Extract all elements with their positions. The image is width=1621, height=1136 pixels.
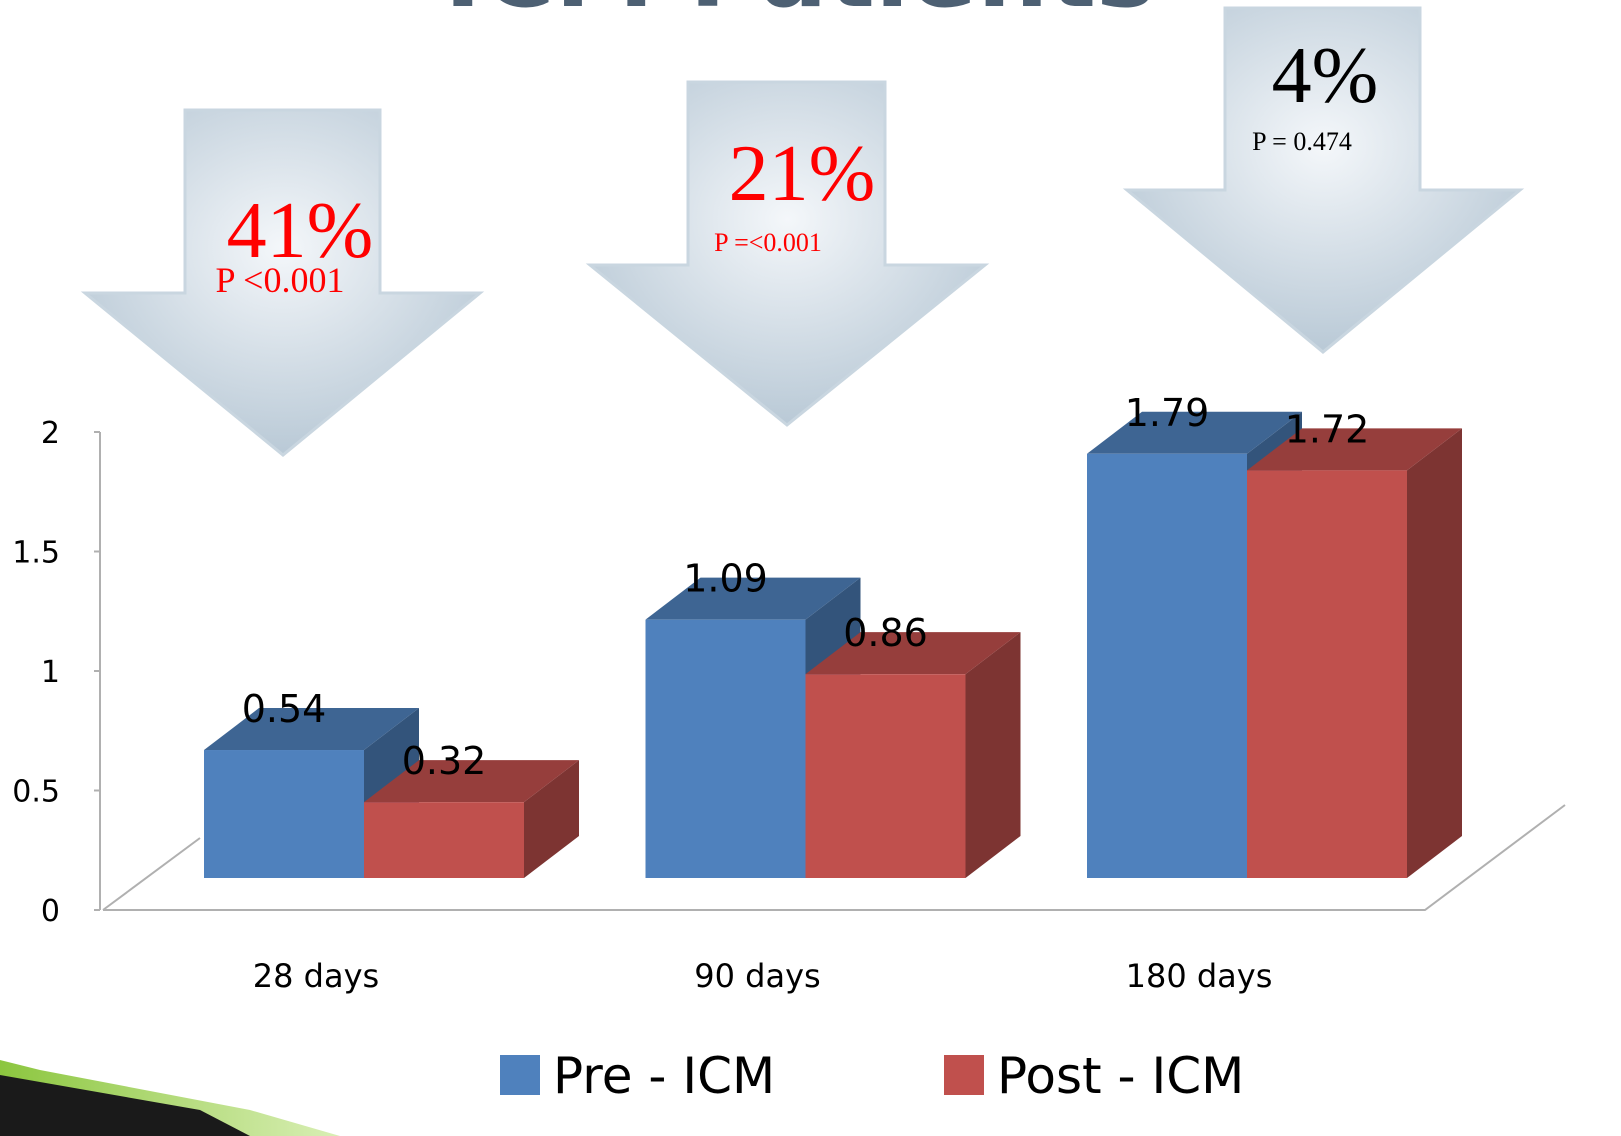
data-label: 0.54: [242, 687, 327, 731]
bar-top: [204, 708, 419, 751]
bar: [805, 674, 966, 878]
data-label: 0.86: [843, 611, 928, 655]
arrow: [80, 108, 485, 457]
bar-side: [524, 760, 579, 878]
annotation: P <0.001: [216, 260, 345, 300]
x-tick-label: 28 days: [253, 957, 379, 995]
x-tick-label: 90 days: [694, 957, 820, 995]
arrow: [585, 80, 990, 427]
floor: [103, 804, 1566, 911]
bar-top: [1247, 428, 1462, 471]
data-label: 0.32: [402, 739, 487, 783]
data-label: 1.72: [1285, 407, 1370, 451]
bar-side: [965, 632, 1021, 878]
annotation: 41%: [227, 187, 374, 275]
bar: [364, 802, 524, 878]
y-tick-label: 0.5: [12, 775, 60, 810]
bar: [1087, 453, 1247, 878]
legend-label: Post - ICM: [997, 1047, 1244, 1105]
bar: [204, 750, 364, 878]
bar-side: [1407, 428, 1462, 878]
legend-swatch: [500, 1055, 540, 1095]
bar: [645, 619, 806, 878]
arrow: [1122, 6, 1525, 354]
arrows: [80, 6, 1525, 457]
legend-label: Pre - ICM: [553, 1047, 775, 1105]
bar-top: [645, 577, 861, 620]
annotation: 21%: [729, 130, 876, 218]
y-tick-label: 1: [41, 655, 60, 690]
chart-title: ICM Patients: [444, 0, 1155, 30]
data-label: 1.09: [683, 557, 768, 601]
bar-top: [364, 760, 579, 803]
y-tick-label: 2: [41, 416, 60, 451]
decoration: [0, 1075, 250, 1136]
bar-top: [805, 632, 1021, 675]
annotation: 4%: [1272, 32, 1379, 120]
bar-top: [1087, 411, 1302, 454]
plot-area: 0 0.5 1 1.5 2 28 days 0.54 0.32 90 days 1.09 0.86 1…: [12, 32, 1566, 1105]
y-tick-label: 1.5: [12, 536, 60, 571]
legend-swatch: [944, 1055, 984, 1095]
data-label: 1.79: [1125, 391, 1210, 435]
x-tick-label: 180 days: [1126, 957, 1273, 995]
floor: [102, 837, 201, 911]
annotation: P = 0.474: [1252, 127, 1352, 156]
annotation: P =<0.001: [714, 228, 822, 257]
bar: [1247, 470, 1407, 878]
y-tick-label: 0: [41, 894, 60, 929]
